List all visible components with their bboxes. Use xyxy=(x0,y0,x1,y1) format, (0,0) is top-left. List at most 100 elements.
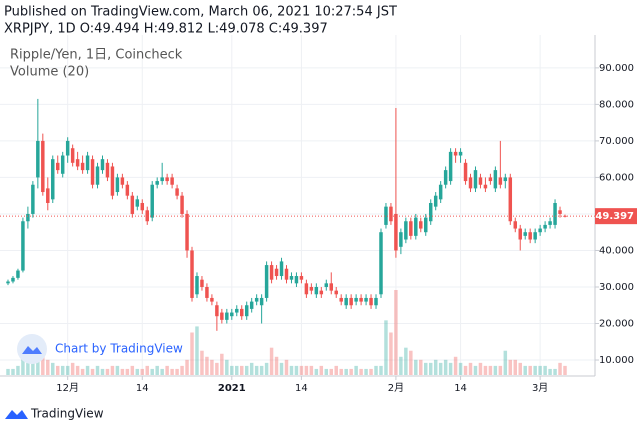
candle-body xyxy=(314,286,319,295)
candle-body xyxy=(513,221,518,229)
candle-body xyxy=(498,177,503,185)
candle-body xyxy=(16,270,20,278)
candle-body xyxy=(458,151,463,156)
volume-bar xyxy=(195,326,199,375)
candle-body xyxy=(170,177,174,185)
volume-bar xyxy=(279,362,284,375)
candle-body xyxy=(364,297,368,302)
candle-body xyxy=(428,202,433,222)
volume-bar xyxy=(120,368,125,375)
candle-body xyxy=(51,159,55,200)
candle-body xyxy=(11,277,15,282)
symbol-line: XRPJPY, 1D O:49.494 H:49.812 L:49.078 C:… xyxy=(4,22,328,37)
candle-body xyxy=(26,213,30,222)
volume-bar xyxy=(200,350,204,375)
candle-body xyxy=(115,177,120,193)
volume-bar xyxy=(349,368,353,375)
candle-body xyxy=(249,301,254,309)
candle-body xyxy=(274,268,279,277)
candle-body xyxy=(55,162,60,171)
candle-body xyxy=(284,268,289,280)
volume-bar xyxy=(65,365,70,375)
volume-bar xyxy=(543,365,547,375)
volume-bar xyxy=(269,347,274,375)
volume-bar xyxy=(41,353,45,375)
volume-bar xyxy=(419,359,423,375)
candle-body xyxy=(195,276,199,295)
y-tick-label: 10.000 xyxy=(599,355,634,366)
candle-body xyxy=(354,297,358,302)
volume-bar xyxy=(70,362,75,375)
x-tick-label: 14 xyxy=(136,383,149,394)
candle-body xyxy=(374,297,378,306)
published-line: Published on TradingView.com, March 06, … xyxy=(4,5,397,20)
volume-bar xyxy=(225,359,229,375)
volume-bar xyxy=(438,362,443,375)
volume-bar xyxy=(404,347,408,375)
candle-body xyxy=(60,155,65,174)
watermark-logo-bg xyxy=(17,334,47,364)
candle-body xyxy=(334,290,338,295)
candles xyxy=(6,98,567,331)
volume-bar xyxy=(259,365,264,375)
candle-body xyxy=(309,286,314,291)
volume-bar xyxy=(553,368,557,375)
candle-body xyxy=(389,206,393,222)
volume-bar xyxy=(294,365,299,375)
candle-body xyxy=(21,221,25,271)
volume-bar xyxy=(26,362,30,375)
volume-bar xyxy=(483,365,488,375)
candle-body xyxy=(359,297,363,302)
candle-body xyxy=(140,202,145,211)
volume-bar xyxy=(399,356,403,375)
volume-bar xyxy=(299,365,304,375)
candle-body xyxy=(225,312,229,320)
volume-bar xyxy=(424,362,428,375)
watermark: Chart by TradingView xyxy=(17,334,183,364)
watermark-logo xyxy=(22,346,42,354)
volume-bar xyxy=(100,368,105,375)
volume-bar xyxy=(334,365,338,375)
volume-bar xyxy=(145,365,149,375)
candle-body xyxy=(155,181,159,185)
candle-body xyxy=(110,166,115,196)
volume-bar xyxy=(130,365,135,375)
candle-body xyxy=(433,195,438,207)
volume-bar xyxy=(523,365,527,375)
candle-body xyxy=(443,170,448,185)
candle-body xyxy=(150,184,154,218)
volume-bar xyxy=(379,365,383,375)
candle-body xyxy=(473,170,478,189)
candle-body xyxy=(324,283,329,287)
volume-bar xyxy=(538,365,542,375)
candle-body xyxy=(215,305,219,317)
candle-body xyxy=(41,140,45,193)
volume-bar xyxy=(31,359,35,375)
volume-bar xyxy=(473,365,478,375)
y-tick-label: 20.000 xyxy=(599,319,634,330)
symbol-title: Ripple/Yen, 1日, Coincheck xyxy=(10,48,183,63)
candle-body xyxy=(409,221,413,236)
candle-body xyxy=(329,283,333,291)
volume-bar xyxy=(503,350,508,375)
candle-body xyxy=(80,162,85,171)
y-tick-label: 80.000 xyxy=(599,99,634,110)
volume-bar xyxy=(488,365,493,375)
volume-bar xyxy=(309,365,314,375)
candle-body xyxy=(478,177,483,185)
volume-bar xyxy=(105,368,110,375)
last-price-label: 49.397 xyxy=(595,211,634,222)
volume-bar xyxy=(359,368,363,375)
volume-bar xyxy=(433,359,438,375)
candle-body xyxy=(543,224,547,229)
candle-body xyxy=(279,261,284,277)
volume-bar xyxy=(46,359,50,375)
volume-pane xyxy=(6,290,567,375)
volume-bar xyxy=(210,359,214,375)
volume-bar xyxy=(493,365,498,375)
candle-body xyxy=(304,283,309,295)
candle-body xyxy=(438,184,443,200)
candle-body xyxy=(463,162,468,182)
y-tick-label: 90.000 xyxy=(599,63,634,74)
candle-body xyxy=(6,281,10,284)
